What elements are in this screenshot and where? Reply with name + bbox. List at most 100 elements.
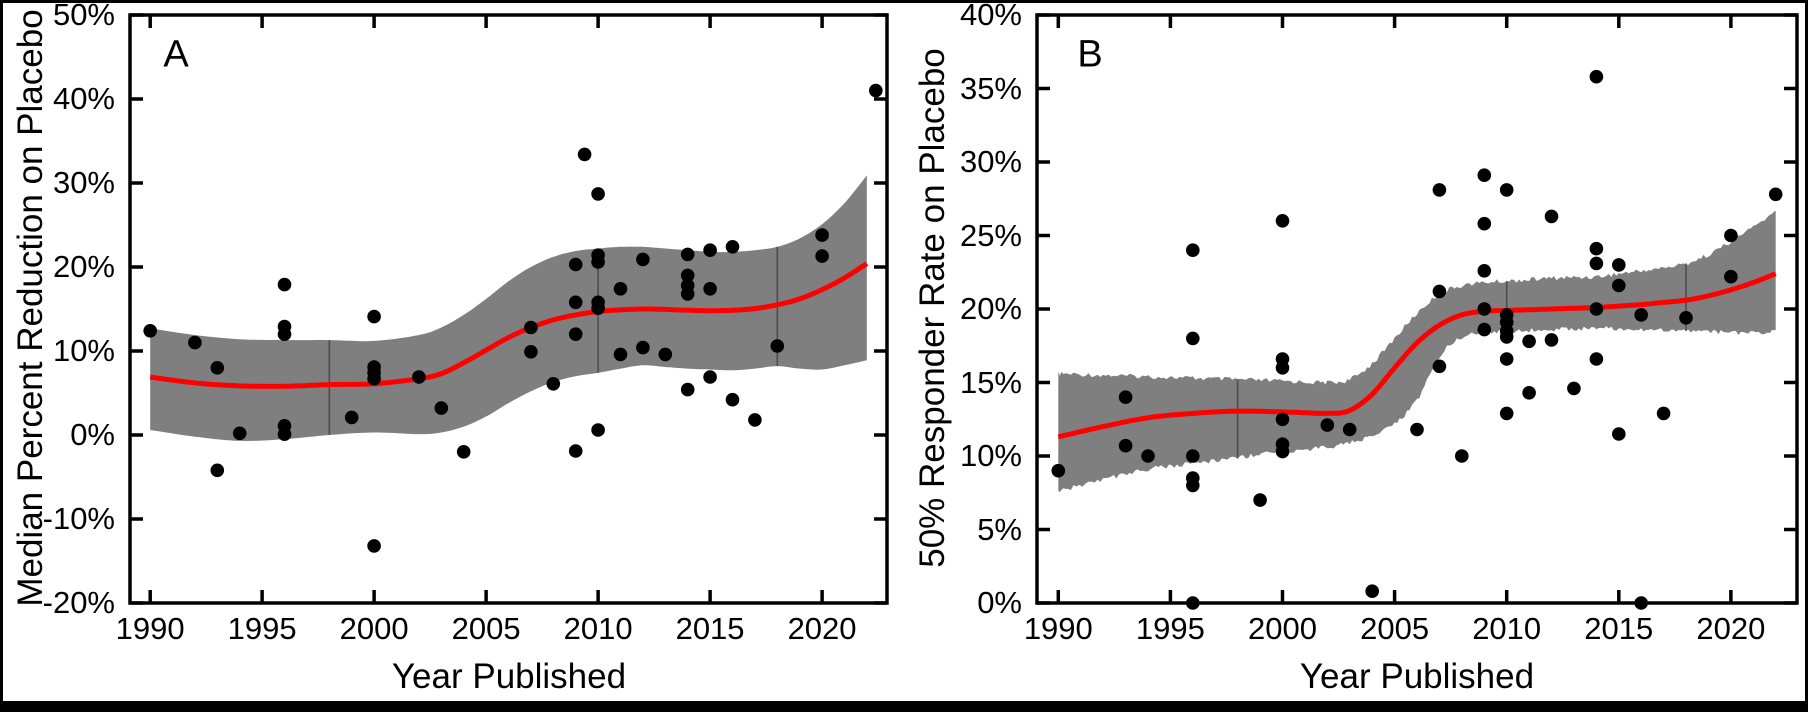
data-point bbox=[591, 187, 605, 201]
data-point bbox=[703, 282, 717, 296]
data-point bbox=[434, 401, 449, 415]
data-point bbox=[1477, 322, 1492, 337]
data-point bbox=[1612, 278, 1626, 293]
data-point bbox=[770, 339, 785, 353]
x-tick-label: 2015 bbox=[1584, 611, 1654, 646]
trend-line-a bbox=[149, 261, 869, 389]
panel-a-letter: A bbox=[163, 33, 189, 76]
data-point bbox=[568, 295, 583, 310]
data-point bbox=[1186, 243, 1200, 257]
panel-b-x-axis-label: Year Published bbox=[1299, 657, 1535, 696]
y-tick-label: 30% bbox=[52, 165, 115, 200]
data-point bbox=[1275, 214, 1290, 228]
data-point bbox=[703, 370, 717, 384]
data-point bbox=[524, 345, 538, 359]
data-point bbox=[1118, 438, 1133, 453]
data-point bbox=[1589, 241, 1604, 256]
data-point bbox=[1724, 228, 1738, 243]
y-tick-label: 35% bbox=[959, 70, 1022, 106]
x-tick-label: 1995 bbox=[227, 611, 297, 646]
scatter-points-b bbox=[1051, 69, 1783, 610]
data-point bbox=[1365, 584, 1379, 598]
data-point bbox=[367, 309, 381, 324]
data-point bbox=[546, 377, 561, 391]
data-point bbox=[143, 324, 157, 338]
x-tick-label: 2020 bbox=[787, 611, 857, 646]
data-point bbox=[1544, 333, 1559, 347]
data-point bbox=[210, 463, 225, 478]
data-point bbox=[1051, 463, 1066, 478]
data-point bbox=[1455, 449, 1469, 463]
data-point bbox=[1342, 422, 1357, 437]
y-tick-label: 40% bbox=[52, 81, 115, 116]
y-tick-label: 30% bbox=[959, 144, 1022, 179]
data-point bbox=[1410, 422, 1424, 437]
data-point bbox=[1275, 361, 1290, 375]
data-point bbox=[869, 83, 883, 98]
confidence-band-b bbox=[1058, 211, 1776, 493]
data-point bbox=[188, 335, 202, 350]
data-point bbox=[1522, 334, 1536, 349]
data-point bbox=[1253, 493, 1267, 507]
data-point bbox=[680, 287, 695, 301]
data-point bbox=[591, 423, 605, 437]
data-point bbox=[1432, 183, 1447, 197]
data-point bbox=[568, 327, 583, 342]
data-point bbox=[577, 147, 592, 162]
data-point bbox=[725, 392, 740, 407]
data-point bbox=[1656, 406, 1671, 421]
y-tick-label: -10% bbox=[42, 501, 115, 536]
data-point bbox=[1567, 381, 1581, 396]
data-point bbox=[613, 347, 628, 362]
data-point bbox=[1589, 352, 1604, 366]
data-point bbox=[636, 252, 650, 267]
data-point bbox=[1612, 427, 1626, 441]
axes-box-a bbox=[128, 13, 889, 605]
y-tick-label: 15% bbox=[959, 364, 1022, 400]
data-point bbox=[1477, 302, 1492, 316]
data-point bbox=[1186, 478, 1200, 493]
data-point bbox=[1589, 256, 1604, 271]
data-point bbox=[1320, 418, 1335, 432]
data-point bbox=[591, 255, 605, 269]
data-point bbox=[1186, 331, 1200, 346]
data-point bbox=[1589, 69, 1604, 84]
y-tick-label: 20% bbox=[52, 249, 115, 284]
x-tick-label: 2000 bbox=[339, 611, 409, 646]
data-point bbox=[456, 445, 471, 459]
x-tick-label: 1995 bbox=[1135, 611, 1205, 646]
x-tick-label: 1990 bbox=[115, 611, 185, 646]
y-tick-label: 10% bbox=[52, 333, 115, 368]
data-point bbox=[1275, 412, 1290, 427]
x-tick-label: 2010 bbox=[1472, 611, 1542, 646]
data-point bbox=[1499, 352, 1514, 366]
data-point bbox=[1141, 449, 1155, 463]
data-point bbox=[680, 268, 695, 283]
y-tick-label: 0% bbox=[977, 585, 1022, 620]
data-point bbox=[1499, 183, 1514, 197]
trend-line-b bbox=[1057, 271, 1777, 440]
data-point bbox=[524, 320, 538, 335]
x-tick-label: 1990 bbox=[1023, 611, 1093, 646]
y-tick-label: 25% bbox=[959, 217, 1022, 253]
data-point bbox=[1612, 258, 1626, 272]
x-tick-label: 2000 bbox=[1248, 611, 1317, 646]
data-point bbox=[367, 371, 381, 386]
data-point bbox=[725, 240, 740, 254]
data-point bbox=[636, 340, 650, 355]
data-point bbox=[232, 426, 247, 441]
data-point bbox=[210, 361, 225, 375]
data-point bbox=[1186, 596, 1200, 610]
data-point bbox=[1499, 330, 1514, 344]
data-point bbox=[568, 444, 583, 458]
axes-box-b bbox=[1035, 13, 1799, 605]
data-point bbox=[344, 410, 359, 425]
x-tick-label: 2015 bbox=[675, 611, 745, 646]
data-point bbox=[1724, 269, 1738, 284]
data-point bbox=[1544, 209, 1559, 224]
panel-a-x-axis-label: Year Published bbox=[391, 657, 627, 696]
data-point bbox=[613, 282, 628, 296]
y-tick-label: -20% bbox=[42, 585, 115, 620]
